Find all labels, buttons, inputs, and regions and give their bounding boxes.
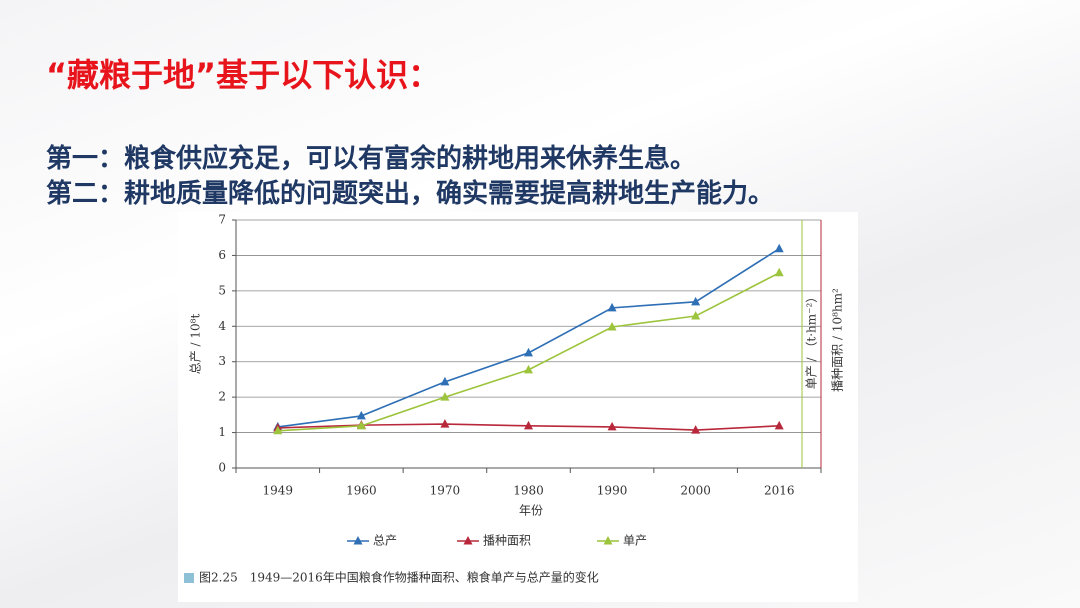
y-tick-label: 7: [218, 213, 226, 227]
y3-axis-label: 播种面积 / 10⁸hm²: [831, 288, 845, 392]
x-tick-label: 1970: [430, 484, 461, 498]
legend-label: 播种面积: [483, 534, 531, 548]
point-marker: [607, 321, 617, 331]
x-tick-label: 1980: [513, 484, 544, 498]
x-tick-label: 2000: [680, 484, 711, 498]
legend-marker: [353, 536, 363, 545]
legend-marker: [603, 536, 613, 545]
point: 第二：耕地质量降低的问题突出，确实需要提高耕地生产能力。: [46, 179, 775, 209]
point-marker: [356, 420, 366, 430]
point-marker: [774, 243, 784, 253]
legend-label: 单产: [623, 534, 647, 548]
point-marker: [774, 267, 784, 277]
legend-label: 总产: [373, 534, 397, 548]
chart-background: [178, 212, 858, 602]
x-axis-label: 年份: [519, 504, 543, 518]
point-marker: [607, 302, 617, 312]
point-marker: [691, 425, 701, 434]
caption: 图2.25 1949—2016年中国粮食作物播种面积、粮食单产与总产量的变化: [199, 570, 599, 585]
point-marker: [524, 364, 533, 374]
x-tick-label: 1990: [597, 484, 628, 498]
y-tick-label: 5: [218, 283, 226, 297]
point-marker: [524, 420, 533, 430]
y-tick-label: 0: [218, 461, 226, 475]
point-marker: [691, 296, 701, 306]
point-marker: [774, 420, 784, 430]
caption-icon: [184, 573, 194, 583]
y-tick-label: 2: [218, 390, 226, 404]
point-marker: [524, 347, 533, 357]
point-marker: [691, 311, 701, 320]
y-tick-label: 1: [218, 425, 226, 439]
y-axis-label: 总产 / 10⁸t: [189, 314, 203, 375]
point-marker: [356, 410, 366, 420]
point-marker: [440, 376, 450, 386]
point: 第一：粮食供应充足，可以有富余的耕地用来休养生息。: [46, 144, 697, 174]
y2-axis-label: 单产 / （t·hm⁻²）: [805, 291, 819, 390]
point-marker: [440, 392, 450, 401]
x-tick-label: 2016: [764, 484, 795, 498]
x-tick-label: 1960: [346, 484, 377, 498]
legend-marker: [463, 536, 473, 545]
y-tick-label: 6: [218, 248, 226, 262]
point-marker: [440, 419, 450, 428]
y-tick-label: 3: [218, 354, 226, 368]
point-marker: [273, 425, 283, 435]
y-tick-label: 4: [218, 319, 226, 333]
slide-title: “藏粮于地”基于以下认识：: [46, 56, 441, 94]
point-marker: [607, 421, 617, 431]
x-tick-label: 1949: [263, 484, 294, 498]
